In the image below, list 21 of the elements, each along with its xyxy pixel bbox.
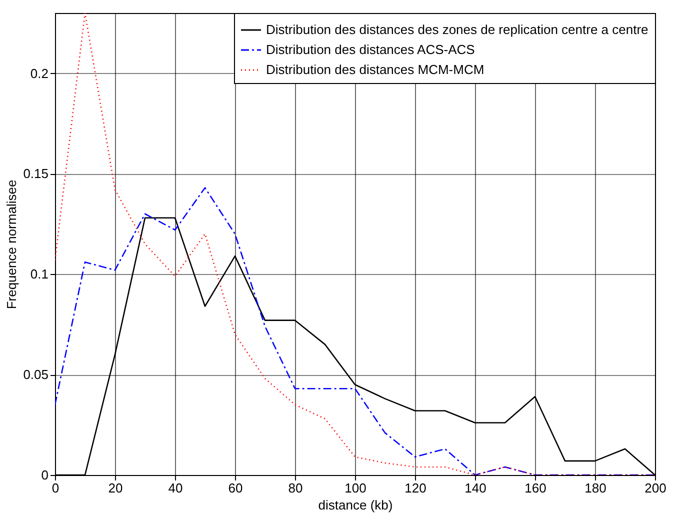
x-tick-label: 160 bbox=[524, 480, 546, 496]
x-axis-title: distance (kb) bbox=[318, 498, 393, 512]
x-tick-label: 80 bbox=[288, 480, 303, 496]
y-axis-title: Frequence normalisee bbox=[4, 180, 20, 310]
x-tick-label: 200 bbox=[644, 480, 666, 496]
x-tick-label: 140 bbox=[464, 480, 486, 496]
legend-label: Distribution des distances ACS-ACS bbox=[266, 42, 476, 57]
x-tick-label: 120 bbox=[404, 480, 426, 496]
x-tick-label: 60 bbox=[228, 480, 243, 496]
y-tick-label: 0.15 bbox=[23, 166, 48, 182]
y-tick-label: 0 bbox=[41, 468, 48, 482]
legend-label: Distribution des distances des zones de replication centre a centre bbox=[266, 22, 648, 37]
y-tick-label: 0.05 bbox=[23, 367, 48, 382]
y-tick-label: 0.1 bbox=[30, 266, 48, 282]
x-tick-label: 100 bbox=[344, 480, 366, 496]
legend-label: Distribution des distances MCM-MCM bbox=[266, 62, 484, 77]
x-tick-label: 40 bbox=[168, 480, 183, 496]
y-tick-label: 0.2 bbox=[30, 66, 48, 81]
x-tick-label: 180 bbox=[584, 480, 606, 496]
x-tick-label: 20 bbox=[108, 480, 123, 496]
x-tick-label: 0 bbox=[52, 480, 60, 496]
